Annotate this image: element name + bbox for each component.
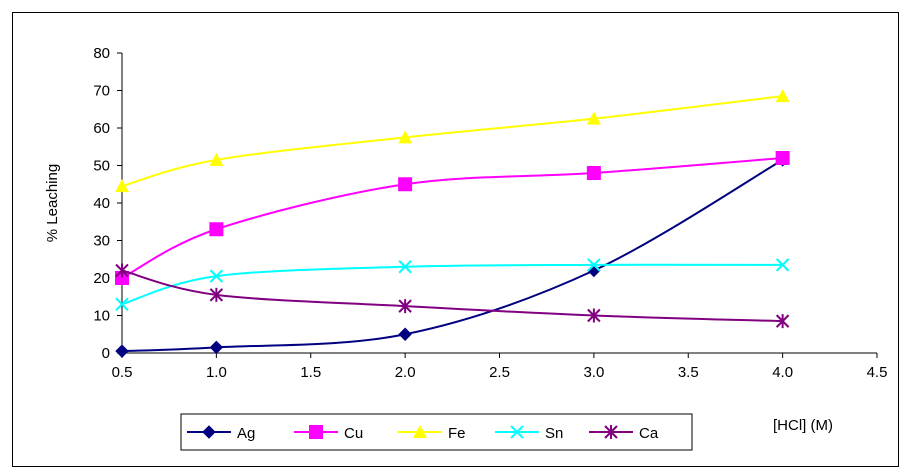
data-point-fe (115, 179, 129, 193)
legend-item-ca: Ca (589, 425, 659, 442)
series-layer (115, 89, 790, 358)
data-point-ca (775, 314, 790, 329)
axes: 0 10 20 30 40 50 60 70 80 0.5 1.0 1.5 2.0 2.5 3.0 3.5 4.… (93, 45, 887, 381)
series-fe (115, 89, 790, 193)
legend-marker-ag (202, 425, 216, 439)
data-point-cu (586, 166, 601, 180)
legend-label-fe: Fe (448, 425, 466, 442)
legend: Ag Cu Fe Sn Ca (180, 413, 693, 451)
x-tick-label: 2.0 (395, 364, 416, 381)
y-tick-label: 10 (93, 308, 110, 325)
x-axis-label: [HCl] (M) (773, 417, 833, 434)
series-line-ag (121, 159, 784, 353)
legend-label-cu: Cu (344, 425, 363, 442)
data-point-fe (398, 130, 413, 144)
data-point-ca (398, 299, 412, 314)
legend-item-fe: Fe (398, 425, 466, 442)
series-line-ca (121, 269, 783, 323)
x-tick-label: 4.0 (772, 364, 793, 381)
legend-marker-ca (604, 425, 618, 439)
leaching-chart: 0 10 20 30 40 50 60 70 80 0.5 1.0 1.5 2.0 2.5 3.0 3.5 4.… (44, 45, 887, 451)
data-point-sn (587, 258, 601, 272)
series-line-fe (121, 95, 783, 188)
y-tick-label: 50 (93, 158, 110, 175)
data-point-ca (587, 308, 601, 323)
data-point-sn (775, 258, 790, 272)
y-tick-label: 80 (93, 45, 110, 62)
x-tick-label: 3.0 (583, 364, 604, 381)
data-point-fe (586, 111, 601, 125)
data-point-sn (115, 297, 129, 311)
data-point-cu (398, 177, 413, 192)
series-sn (115, 258, 790, 311)
legend-item-ag: Ag (187, 425, 255, 442)
legend-item-cu: Cu (294, 425, 363, 442)
chart-frame: 0 10 20 30 40 50 60 70 80 0.5 1.0 1.5 2.0 2.5 3.0 3.5 4.… (12, 12, 899, 467)
x-tick-label: 3.5 (678, 364, 699, 381)
y-tick-label: 30 (93, 233, 110, 250)
legend-marker-cu (309, 425, 323, 439)
data-point-ca (209, 287, 224, 302)
series-ca (115, 263, 790, 329)
data-point-ag (398, 327, 412, 341)
legend-marker-sn (510, 425, 524, 439)
legend-marker-fe (413, 425, 427, 438)
series-ag (115, 153, 790, 358)
data-point-fe (775, 89, 790, 103)
data-point-cu (209, 222, 224, 237)
data-point-sn (398, 260, 412, 274)
series-line-cu (121, 157, 783, 279)
data-point-ag (209, 340, 224, 355)
legend-item-sn: Sn (495, 425, 563, 442)
x-tick-label: 4.5 (867, 364, 888, 381)
legend-label-ca: Ca (639, 425, 659, 442)
x-tick-label: 0.5 (112, 364, 133, 381)
y-tick-label: 60 (93, 120, 110, 137)
y-tick-label: 70 (93, 83, 110, 100)
data-point-cu (775, 151, 790, 165)
y-axis-label: % Leaching (44, 164, 61, 242)
legend-label-ag: Ag (237, 425, 255, 442)
y-tick-label: 0 (102, 345, 110, 362)
y-tick-label: 20 (93, 270, 110, 287)
data-point-ag (587, 263, 601, 278)
y-tick-label: 40 (93, 195, 110, 212)
series-line-sn (121, 263, 783, 306)
data-point-fe (209, 152, 224, 166)
data-point-ca (115, 263, 129, 278)
data-point-ag (115, 344, 129, 358)
x-tick-label: 2.5 (489, 364, 510, 381)
x-tick-label: 1.5 (300, 364, 321, 381)
x-tick-label: 1.0 (206, 364, 227, 381)
data-point-sn (209, 269, 224, 283)
legend-label-sn: Sn (545, 425, 563, 442)
